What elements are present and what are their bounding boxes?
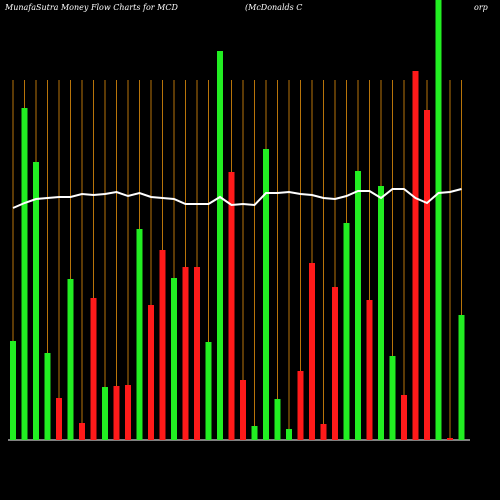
bar bbox=[332, 287, 338, 440]
bar bbox=[102, 387, 108, 440]
bar bbox=[274, 399, 281, 440]
bar bbox=[56, 398, 62, 440]
bar bbox=[458, 315, 465, 440]
bar bbox=[412, 71, 419, 440]
chart-title: MunafaSutra Money Flow Charts for MCD bbox=[4, 3, 178, 12]
chart-subtitle: orp bbox=[474, 3, 488, 12]
bar bbox=[309, 263, 315, 440]
bar bbox=[148, 305, 154, 440]
bar bbox=[79, 423, 85, 440]
bar bbox=[240, 380, 246, 440]
bar bbox=[320, 424, 327, 440]
bar bbox=[297, 371, 304, 440]
bar bbox=[194, 267, 200, 440]
bar bbox=[435, 0, 442, 440]
bar bbox=[251, 426, 258, 440]
bar bbox=[447, 438, 453, 440]
bar bbox=[21, 108, 28, 440]
bar bbox=[10, 341, 16, 440]
bar bbox=[217, 51, 223, 440]
bar bbox=[355, 171, 361, 440]
bar bbox=[67, 279, 74, 440]
bar bbox=[125, 385, 131, 440]
bar bbox=[228, 172, 235, 440]
bar bbox=[343, 223, 350, 440]
bar bbox=[205, 342, 212, 440]
bar bbox=[424, 110, 430, 440]
bar bbox=[113, 386, 120, 440]
bar bbox=[171, 278, 177, 440]
bar bbox=[136, 229, 143, 440]
bar bbox=[44, 353, 51, 440]
bar bbox=[159, 250, 166, 440]
bar bbox=[263, 149, 269, 440]
bar bbox=[33, 162, 39, 440]
bar bbox=[389, 356, 396, 440]
money-flow-line bbox=[12, 188, 462, 209]
bar bbox=[182, 267, 189, 440]
bar bbox=[401, 395, 407, 440]
bar bbox=[366, 300, 373, 440]
chart-subtitle: (McDonalds C bbox=[245, 3, 302, 12]
bar bbox=[286, 429, 292, 440]
bar bbox=[378, 186, 384, 440]
bar bbox=[90, 298, 97, 440]
